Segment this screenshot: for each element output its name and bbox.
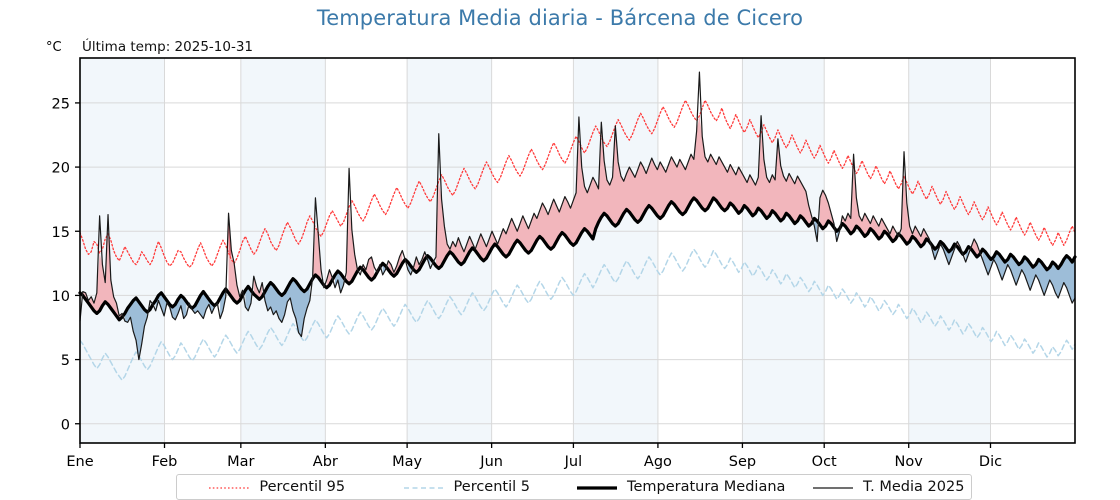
legend-label-2: Temperatura Mediana (627, 479, 786, 495)
legend-item-0[interactable]: Percentil 95 (177, 475, 377, 499)
x-tick-label-May: May (392, 454, 422, 470)
x-tick-label-Oct: Oct (812, 454, 837, 470)
y-tick-label-15: 15 (52, 225, 70, 241)
legend-swatch-solid-icon (576, 480, 618, 494)
month-band-4 (742, 58, 825, 443)
x-tick-label-Ene: Ene (66, 454, 93, 470)
plot-frame (79, 57, 1076, 444)
legend-item-3[interactable]: T. Media 2025 (805, 475, 971, 499)
legend-label-0: Percentil 95 (259, 479, 346, 495)
x-tick-label-Abr: Abr (313, 454, 338, 470)
x-tick-label-Sep: Sep (729, 454, 756, 470)
last-temp-subtitle: Última temp: 2025-10-31 (82, 39, 254, 55)
x-tick-label-Feb: Feb (152, 454, 178, 470)
legend-item-1[interactable]: Percentil 5 (377, 475, 557, 499)
legend-swatch-dotted-icon (208, 480, 250, 494)
month-band-0 (80, 58, 165, 443)
y-tick-label-20: 20 (52, 161, 70, 177)
x-tick-label-Nov: Nov (895, 454, 924, 470)
x-tick-label-Mar: Mar (227, 454, 254, 470)
series-line-percentil-5 (79, 248, 1076, 381)
legend-item-2[interactable]: Temperatura Mediana (556, 475, 805, 499)
x-tick-label-Jul: Jul (564, 454, 583, 470)
series-line-temperatura-mediana (78, 196, 1077, 322)
legend-swatch-dashed-icon (403, 480, 445, 494)
legend-label-3: T. Media 2025 (863, 479, 965, 495)
legend-label-1: Percentil 5 (453, 479, 530, 495)
month-band-3 (573, 58, 658, 443)
chart-legend: Percentil 95 Percentil 5 Temperatura Media… (176, 474, 972, 500)
y-axis-unit-label: °C (46, 40, 62, 55)
y-tick-label-0: 0 (61, 417, 70, 433)
legend-swatch-solid-icon (812, 480, 854, 494)
x-tick-label-Dic: Dic (979, 454, 1002, 470)
month-band-1 (240, 58, 326, 443)
y-tick-label-25: 25 (52, 96, 70, 112)
y-tick-label-5: 5 (61, 353, 70, 369)
x-tick-label-Ago: Ago (644, 454, 672, 470)
page-title: Temperatura Media diaria - Bárcena de Ci… (316, 6, 804, 30)
series-line-t-media-2025 (79, 71, 1076, 361)
x-tick-label-Jun: Jun (479, 454, 503, 470)
y-tick-label-10: 10 (52, 289, 70, 305)
